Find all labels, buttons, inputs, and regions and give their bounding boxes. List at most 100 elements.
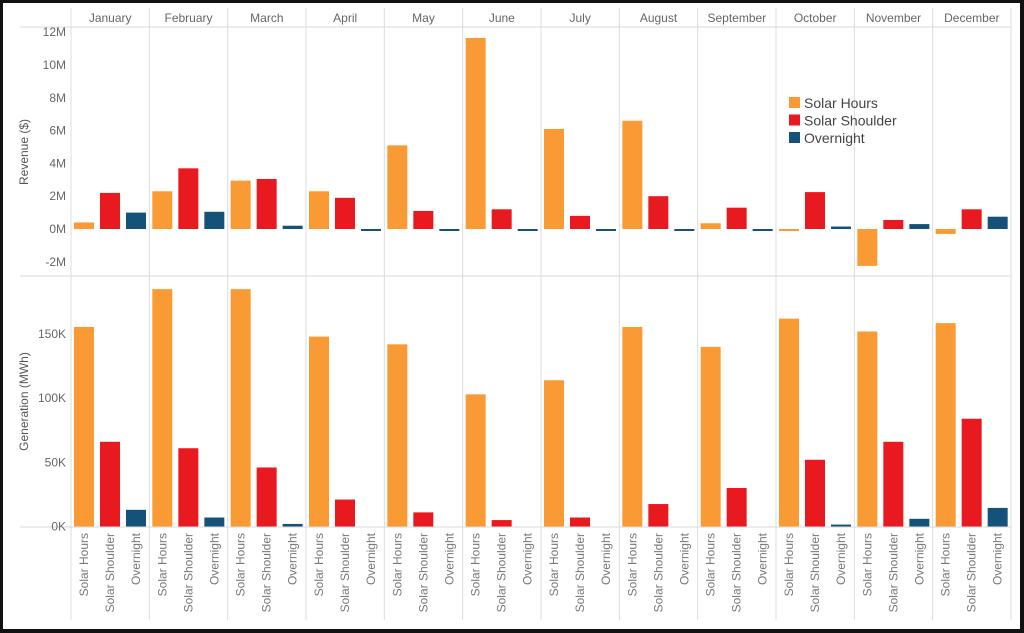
x-category-label: Solar Shoulder: [808, 533, 822, 612]
bar-revenue-solar-shoulder: [491, 209, 512, 229]
bar-revenue-solar-shoulder: [256, 178, 277, 229]
x-category-label: Solar Shoulder: [495, 533, 509, 612]
bar-revenue-overnight: [909, 224, 930, 229]
x-category-label: Solar Shoulder: [651, 533, 665, 612]
month-header: May: [412, 11, 435, 25]
bar-generation-solar-shoulder: [178, 448, 199, 527]
bar-revenue-solar-shoulder: [805, 192, 825, 229]
bar-revenue-overnight: [517, 229, 538, 231]
x-category-label: Overnight: [991, 532, 1005, 585]
bar-revenue-overnight: [439, 229, 460, 231]
bar-revenue-overnight: [361, 229, 381, 231]
bar-revenue-solar-hours: [700, 223, 721, 229]
x-category-label: Solar Shoulder: [573, 533, 587, 612]
bar-revenue-solar-shoulder: [570, 215, 590, 229]
x-category-label: Solar Shoulder: [730, 533, 744, 612]
bar-generation-solar-shoulder: [256, 467, 277, 527]
x-category-label: Solar Hours: [312, 533, 326, 596]
x-category-label: Solar Hours: [939, 533, 953, 596]
x-category-label: Overnight: [364, 532, 378, 585]
x-category-label: Solar Hours: [77, 533, 91, 596]
x-category-label: Solar Shoulder: [338, 533, 352, 612]
bar-revenue-overnight: [204, 211, 225, 229]
x-category-label: Solar Hours: [234, 533, 248, 596]
bar-revenue-overnight: [282, 225, 303, 229]
x-category-label: Solar Shoulder: [103, 533, 117, 612]
bar-generation-solar-hours: [857, 331, 878, 527]
x-category-label: Solar Hours: [469, 533, 483, 596]
month-header: February: [164, 11, 212, 25]
bar-revenue-solar-hours: [857, 229, 878, 266]
bar-generation-overnight: [282, 523, 303, 527]
bar-generation-solar-shoulder: [335, 499, 355, 527]
bar-revenue-solar-shoulder: [100, 192, 120, 229]
x-category-label: Solar Shoulder: [181, 533, 195, 612]
y-tick-label: 0M: [49, 222, 66, 236]
bar-generation-solar-shoulder: [883, 441, 904, 527]
bar-generation-solar-hours: [700, 346, 721, 527]
bar-generation-solar-hours: [309, 336, 329, 527]
x-category-label: Overnight: [207, 532, 221, 585]
bar-generation-overnight: [831, 524, 851, 527]
bar-revenue-overnight: [987, 216, 1008, 229]
bar-revenue-solar-hours: [309, 191, 329, 229]
y-tick-label: 4M: [49, 156, 66, 170]
y-tick-label: 50K: [45, 455, 66, 469]
bar-generation-solar-shoulder: [648, 504, 669, 527]
bar-revenue-solar-hours: [779, 229, 799, 231]
bars-layer: [74, 37, 1008, 527]
x-category-label: Solar Shoulder: [886, 533, 900, 612]
bar-generation-solar-shoulder: [491, 520, 512, 527]
x-category-label: Solar Shoulder: [965, 533, 979, 612]
month-header: November: [866, 11, 921, 25]
bar-generation-solar-hours: [622, 326, 643, 527]
bar-generation-solar-hours: [935, 323, 956, 527]
legend-label: Solar Shoulder: [804, 113, 897, 129]
bar-generation-solar-hours: [152, 289, 173, 527]
bar-revenue-solar-shoulder: [413, 210, 434, 229]
bar-revenue-solar-shoulder: [178, 168, 199, 229]
grid-layer: [20, 8, 1012, 620]
bar-generation-overnight: [909, 518, 930, 527]
x-category-label: Overnight: [129, 532, 143, 585]
bar-revenue-solar-hours: [935, 229, 956, 234]
bar-revenue-solar-hours: [465, 37, 486, 229]
bar-revenue-solar-hours: [230, 180, 251, 229]
x-category-label: Solar Hours: [625, 533, 639, 596]
bar-generation-solar-hours: [74, 326, 94, 527]
x-category-label: Solar Shoulder: [260, 533, 274, 612]
bar-revenue-solar-hours: [622, 120, 643, 229]
bar-revenue-solar-shoulder: [961, 209, 982, 229]
bar-generation-solar-shoulder: [726, 488, 747, 527]
bar-revenue-solar-shoulder: [883, 219, 904, 229]
bar-revenue-solar-hours: [387, 145, 408, 229]
x-category-label: Overnight: [677, 532, 691, 585]
month-header: December: [944, 11, 999, 25]
bar-generation-solar-shoulder: [961, 418, 982, 527]
y-axis-title: Generation (MWh): [17, 352, 31, 451]
x-category-label: Solar Hours: [155, 533, 169, 596]
x-category-label: Solar Hours: [547, 533, 561, 596]
bar-generation-solar-shoulder: [805, 459, 825, 527]
month-header: August: [640, 11, 678, 25]
month-header: June: [489, 11, 515, 25]
legend-swatch-solar-shoulder: [789, 114, 800, 126]
bar-generation-overnight: [987, 507, 1008, 527]
x-category-label: Overnight: [442, 532, 456, 585]
bar-revenue-solar-shoulder: [335, 197, 355, 229]
x-category-label: Overnight: [912, 532, 926, 585]
month-header: July: [569, 11, 590, 25]
x-category-label: Solar Hours: [782, 533, 796, 596]
bar-generation-solar-hours: [387, 344, 408, 527]
bar-generation-solar-hours: [230, 289, 251, 527]
legend-swatch-overnight: [789, 132, 800, 143]
y-tick-label: 12M: [43, 25, 66, 39]
x-category-label: Solar Hours: [704, 533, 718, 596]
bar-generation-solar-shoulder: [570, 517, 590, 527]
y-tick-label: 0K: [51, 520, 66, 534]
y-tick-label: 2M: [49, 189, 66, 203]
y-tick-label: 8M: [49, 91, 66, 105]
x-category-label: Overnight: [834, 532, 848, 585]
legend-swatch-solar-hours: [789, 97, 800, 108]
bar-revenue-overnight: [596, 229, 616, 231]
